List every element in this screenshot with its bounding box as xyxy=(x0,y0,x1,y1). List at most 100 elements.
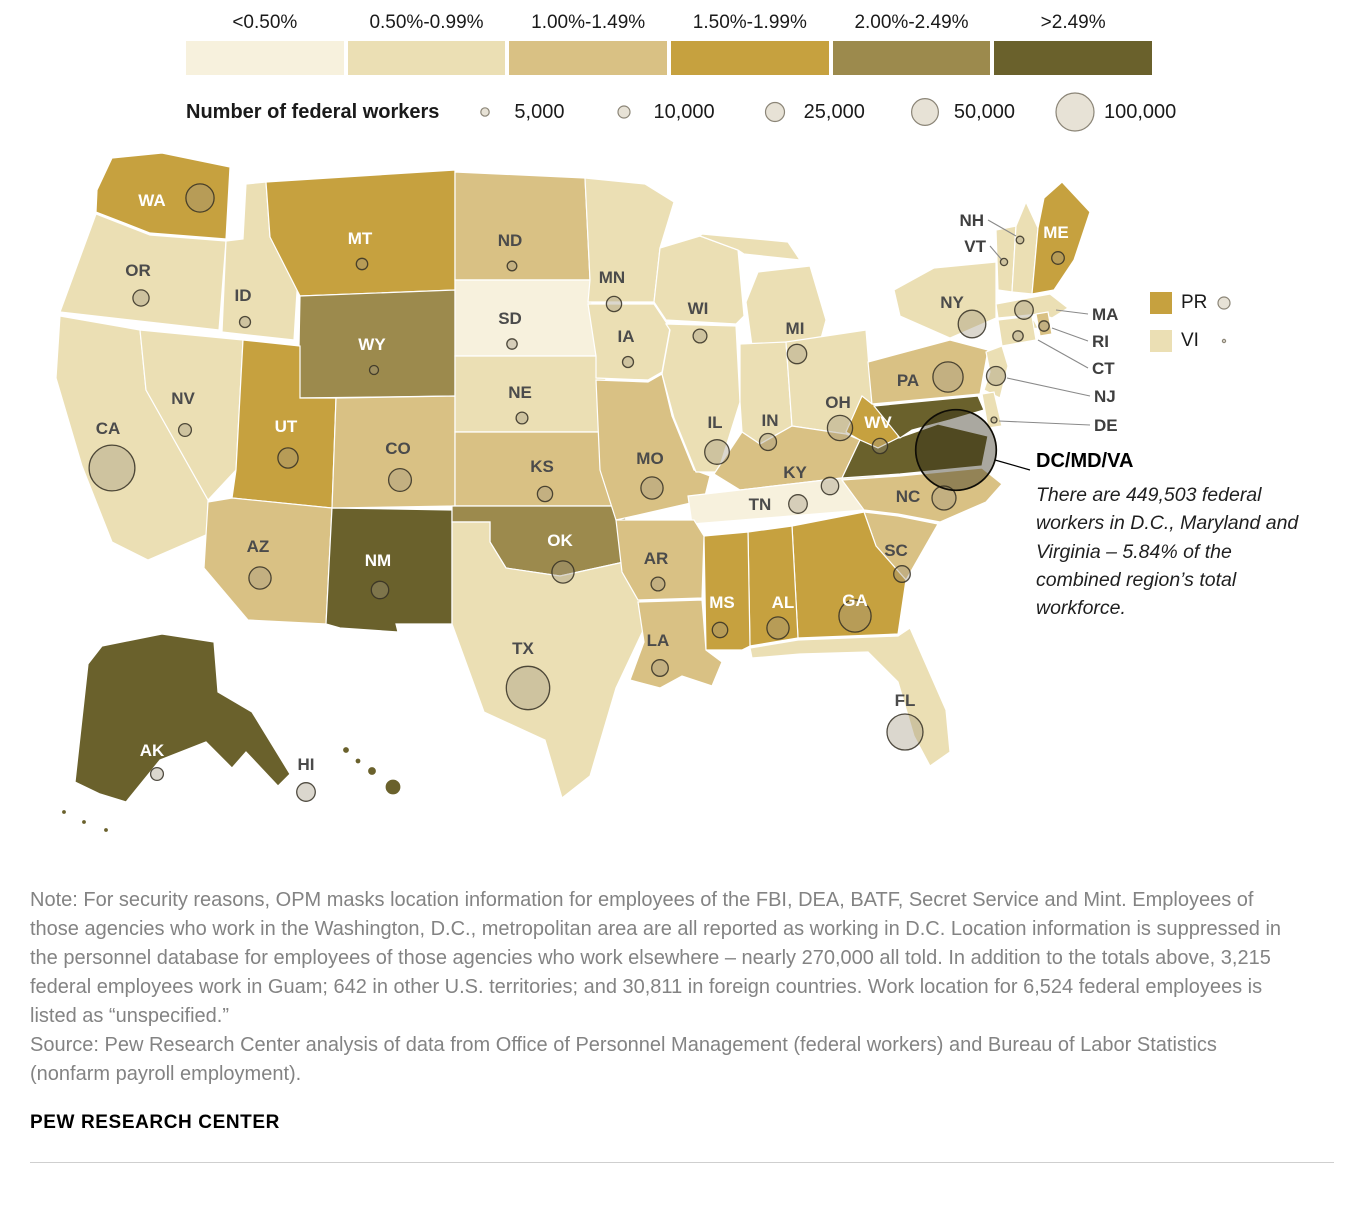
state-label-AZ: AZ xyxy=(247,537,270,556)
bubble-IL xyxy=(704,439,730,465)
leader-line-nh xyxy=(987,219,1017,237)
legend-bin-label: <0.50% xyxy=(232,12,298,33)
state-label-MI: MI xyxy=(786,319,805,338)
bubble-SC xyxy=(893,565,911,583)
legend-bin-swatch xyxy=(832,41,991,75)
state-label-SC: SC xyxy=(884,541,908,560)
bubble-IN xyxy=(758,432,778,452)
territory-legend-pr: PR xyxy=(1150,290,1237,316)
legend-bin-label: 0.50%-0.99% xyxy=(369,12,484,33)
bubble-CO xyxy=(387,467,413,493)
leader-line-ri xyxy=(1051,327,1089,342)
bubble-WA xyxy=(185,183,215,213)
ext-label-MA: MA xyxy=(1092,305,1118,324)
state-label-IL: IL xyxy=(707,413,722,432)
bubble-NH xyxy=(1015,235,1025,245)
state-IL xyxy=(661,323,741,473)
bubble-MA xyxy=(1014,300,1034,320)
leader-line-ma xyxy=(1055,309,1089,315)
state-label-IA: IA xyxy=(618,327,635,346)
state-label-TN: TN xyxy=(749,495,772,514)
bubble-size-legend: Number of federal workers 5,000 10,000 2… xyxy=(186,86,1214,138)
state-label-NM: NM xyxy=(365,551,391,570)
bubble-SD xyxy=(506,338,518,350)
size-legend-value: 50,000 xyxy=(953,100,1015,123)
bubble-NM xyxy=(370,580,390,600)
size-legend-value: 25,000 xyxy=(803,100,865,123)
pew-research-center-brand: PEW RESEARCH CENTER xyxy=(30,1112,280,1133)
legend-bin-swatch xyxy=(186,41,344,75)
size-circle-25000-icon xyxy=(764,101,785,123)
state-label-MT: MT xyxy=(348,229,373,248)
territory-legend-vi: VI xyxy=(1150,328,1237,354)
state-label-ND: ND xyxy=(498,231,523,250)
state-OR xyxy=(59,213,227,331)
legend-bin-5: >2.49% xyxy=(994,12,1152,75)
state-label-OH: OH xyxy=(825,393,851,412)
size-circle-50000-icon xyxy=(910,98,939,126)
leader-line-vt xyxy=(989,245,1003,261)
bubble-WV xyxy=(871,437,889,455)
leader-line-dc xyxy=(994,459,1031,471)
pr-label: PR xyxy=(1181,292,1208,313)
bubble-OR xyxy=(132,289,150,307)
size-legend-item: 25,000 xyxy=(753,90,865,134)
state-AR xyxy=(615,519,705,601)
bubble-NY xyxy=(957,309,987,339)
state-label-UT: UT xyxy=(275,417,298,436)
legend-bin-4: 2.00%-2.49% xyxy=(832,12,991,75)
bubble-NV xyxy=(177,422,193,438)
leader-line-nj xyxy=(1006,377,1091,397)
size-legend-value: 5,000 xyxy=(514,100,565,123)
note-text: Note: For security reasons, OPM masks lo… xyxy=(30,889,1282,1027)
state-label-AK: AK xyxy=(140,741,165,760)
leader-line-de xyxy=(998,420,1091,426)
state-HI xyxy=(341,745,402,796)
vi-bubble-icon xyxy=(1221,338,1227,344)
state-label-WV: WV xyxy=(864,413,892,432)
bubble-TX xyxy=(505,665,551,711)
size-legend-value: 100,000 xyxy=(1104,100,1177,123)
bubble-AZ xyxy=(248,566,272,590)
vi-color-swatch xyxy=(1150,330,1172,352)
state-label-TX: TX xyxy=(512,639,534,658)
state-label-WI: WI xyxy=(688,299,709,318)
legend-bin-0: <0.50% xyxy=(186,12,344,75)
state-label-AL: AL xyxy=(772,593,795,612)
bubble-LA xyxy=(651,659,669,677)
ext-label-CT: CT xyxy=(1092,359,1115,378)
legend-bin-swatch xyxy=(347,41,506,75)
bubble-FL xyxy=(886,713,924,751)
state-NV xyxy=(139,329,244,502)
state-label-OK: OK xyxy=(547,531,573,550)
size-legend-item: 100,000 xyxy=(1053,90,1176,134)
bubble-AK xyxy=(149,766,165,782)
footer-notes: Note: For security reasons, OPM masks lo… xyxy=(30,886,1296,1089)
bubble-CA xyxy=(88,444,136,492)
state-NE xyxy=(454,355,617,433)
pr-color-swatch xyxy=(1150,292,1172,314)
legend-bin-label: 1.50%-1.99% xyxy=(692,12,807,33)
bubble-GA xyxy=(838,599,872,633)
ext-label-NH: NH xyxy=(959,211,984,230)
bubble-OH xyxy=(826,414,854,442)
state-label-CO: CO xyxy=(385,439,411,458)
bubble-DE xyxy=(990,416,998,424)
bubble-RI xyxy=(1038,320,1050,332)
bubble-MT xyxy=(355,257,369,271)
ext-label-RI: RI xyxy=(1092,332,1109,351)
legend-bin-1: 0.50%-0.99% xyxy=(347,12,506,75)
bubble-KS xyxy=(536,485,554,503)
state-label-WY: WY xyxy=(358,335,386,354)
bubble-NE xyxy=(515,411,529,425)
state-MO xyxy=(595,373,711,521)
us-map: NH VT MA RI CT NJ DE WA OR CA NV ID MT WY UT CO A… xyxy=(55,152,1118,834)
size-legend-title: Number of federal workers xyxy=(186,100,440,123)
state-TX xyxy=(451,521,649,800)
bottom-divider xyxy=(30,1162,1334,1163)
bubble-UT xyxy=(277,447,299,469)
ext-label-DE: DE xyxy=(1094,416,1118,435)
state-WA xyxy=(95,152,231,240)
bubble-AL xyxy=(766,616,790,640)
